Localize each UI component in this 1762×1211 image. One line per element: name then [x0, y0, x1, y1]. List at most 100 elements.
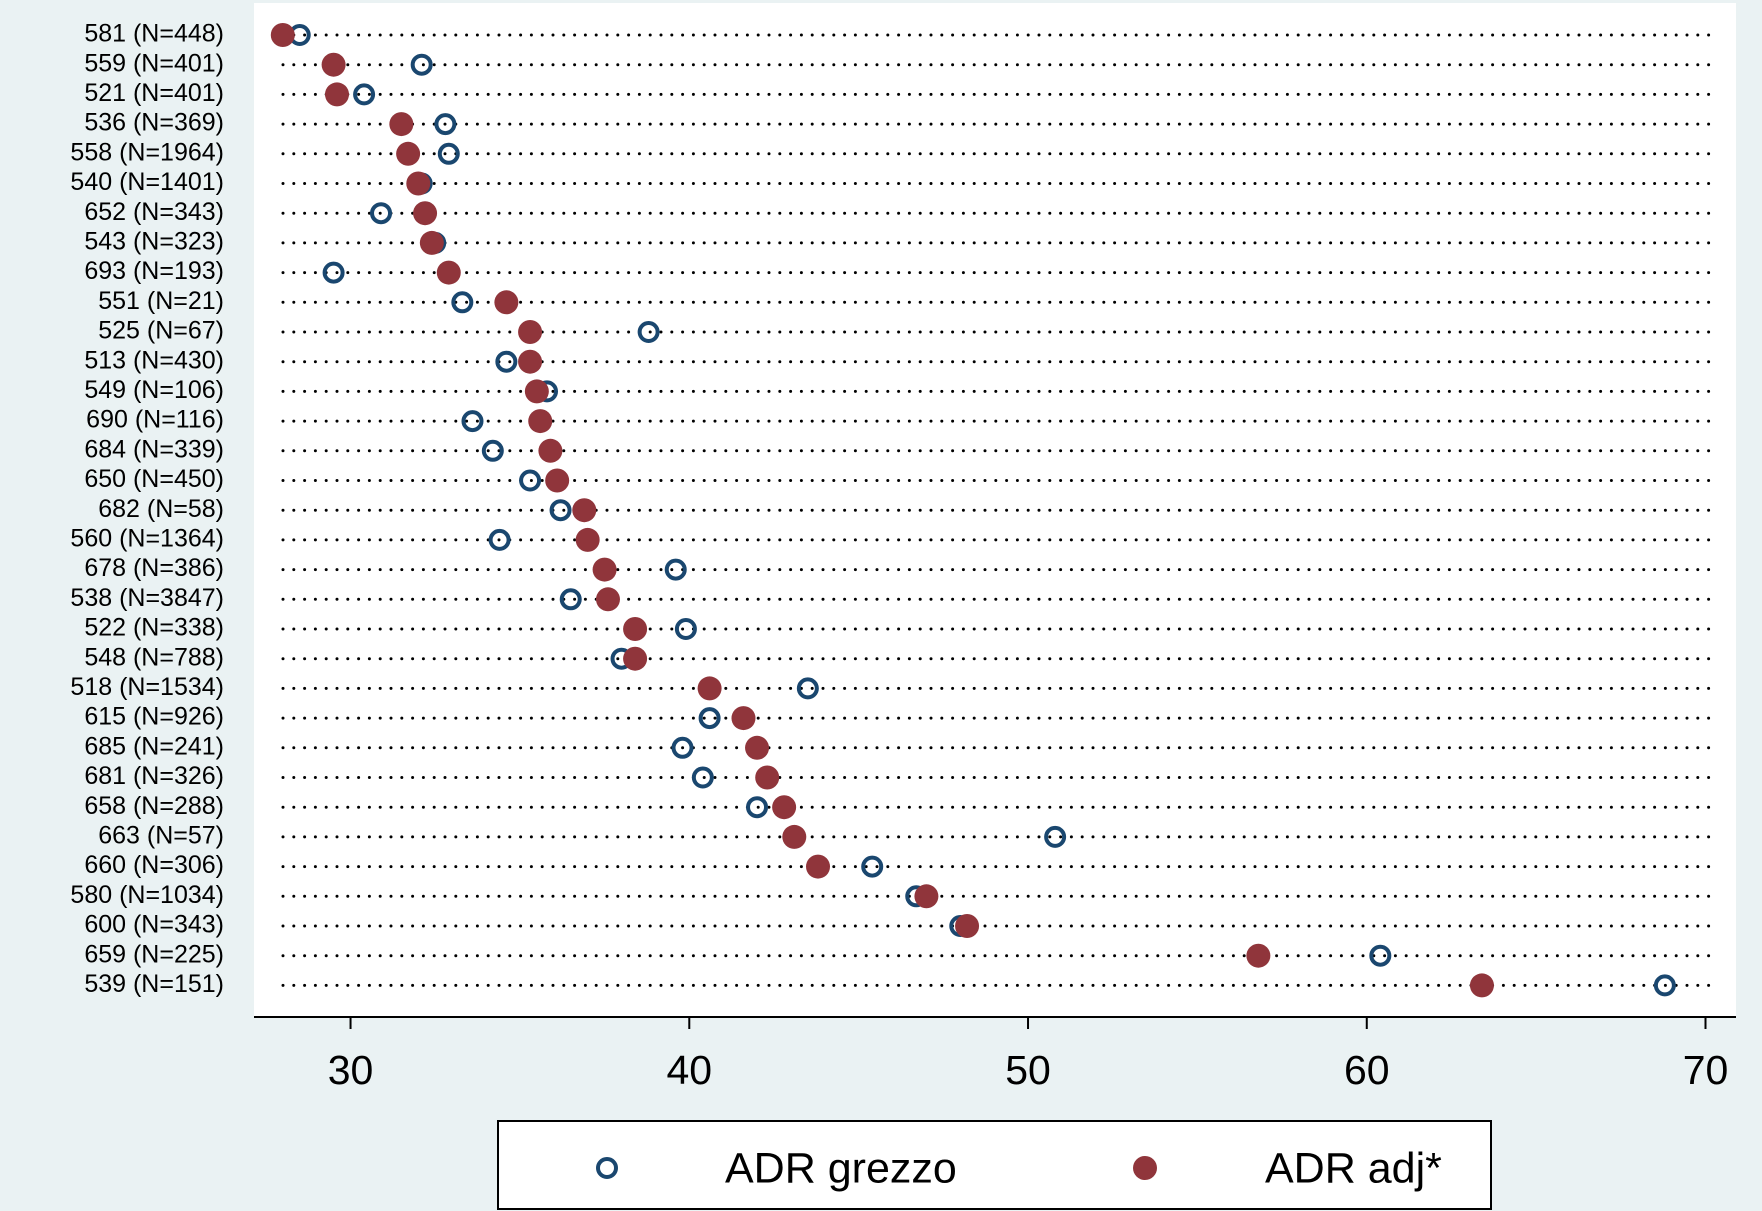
dot-filled — [595, 587, 620, 612]
dot-hollow — [437, 142, 460, 165]
dot-hollow — [559, 588, 582, 611]
dot-filled — [1469, 973, 1494, 998]
dot-filled — [623, 617, 648, 641]
dot-filled — [545, 468, 570, 493]
dot-filled — [575, 527, 600, 552]
y-tick-label: 543 (N=323) — [84, 228, 224, 256]
dot-hollow — [746, 796, 769, 819]
dot-hollow — [671, 736, 694, 759]
dot-hollow — [861, 855, 884, 878]
dot-filled — [436, 260, 461, 285]
dot-hollow — [549, 499, 572, 522]
x-tick-label: 40 — [666, 1047, 712, 1093]
y-tick-label: 650 (N=450) — [84, 465, 224, 493]
dot-hollow — [488, 528, 511, 551]
dot-filled — [518, 349, 543, 374]
y-tick-label: 659 (N=225) — [84, 940, 224, 968]
y-tick-label: 525 (N=67) — [98, 317, 224, 345]
x-tick-label: 50 — [1005, 1047, 1051, 1093]
dot-filled — [697, 676, 722, 701]
dot-filled — [524, 379, 549, 404]
y-tick-label: 521 (N=401) — [84, 79, 224, 107]
y-tick-label: 658 (N=288) — [84, 792, 224, 820]
dot-filled — [538, 438, 563, 463]
y-tick-label: 548 (N=788) — [84, 643, 224, 671]
dot-hollow — [691, 766, 714, 789]
dot-filled — [406, 171, 431, 196]
dot-filled — [806, 854, 831, 879]
y-tick-label: 539 (N=151) — [84, 970, 224, 998]
legend — [497, 1120, 1492, 1210]
dot-filled — [321, 52, 346, 77]
dot-hollow — [664, 558, 687, 581]
dot-filled — [396, 141, 421, 166]
y-tick-label: 560 (N=1364) — [70, 525, 224, 553]
dot-filled — [731, 706, 756, 731]
dot-hollow — [434, 113, 457, 136]
y-tick-label: 551 (N=21) — [98, 287, 224, 315]
y-tick-label: 558 (N=1964) — [70, 138, 224, 166]
dot-filled — [494, 290, 519, 315]
dot-filled — [419, 230, 444, 255]
dot-hollow — [637, 321, 660, 343]
x-tick-label: 60 — [1344, 1047, 1390, 1093]
dot-filled — [755, 765, 780, 790]
dot-filled — [528, 409, 553, 434]
dot-hollow — [495, 350, 518, 373]
dot-hollow — [370, 202, 393, 225]
dot-hollow — [1653, 974, 1676, 997]
y-tick-label: 685 (N=241) — [84, 732, 224, 760]
y-tick-label: 522 (N=338) — [84, 614, 224, 642]
y-tick-label: 678 (N=386) — [84, 554, 224, 582]
y-tick-label: 540 (N=1401) — [70, 168, 224, 196]
y-tick-label: 682 (N=58) — [98, 495, 224, 523]
dot-hollow — [410, 53, 433, 76]
dot-hollow — [481, 439, 504, 462]
dot-filled — [772, 795, 797, 820]
dot-filled — [782, 824, 807, 849]
y-tick-label: 559 (N=401) — [84, 49, 224, 77]
legend-marker — [596, 1157, 618, 1179]
dot-hollow — [698, 707, 721, 730]
y-tick-label: 581 (N=448) — [84, 20, 224, 48]
y-tick-label: 652 (N=343) — [84, 198, 224, 226]
dot-hollow — [674, 618, 697, 640]
dot-hollow — [461, 410, 484, 433]
dot-hollow — [322, 261, 345, 284]
dot-hollow — [451, 291, 474, 314]
y-tick-label: 549 (N=106) — [84, 376, 224, 404]
dot-filled — [623, 646, 648, 671]
y-tick-label: 693 (N=193) — [84, 257, 224, 285]
dot-filled — [324, 82, 349, 107]
dot-filled — [592, 557, 617, 582]
y-tick-label: 615 (N=926) — [84, 703, 224, 731]
y-tick-label: 538 (N=3847) — [70, 584, 224, 612]
y-tick-label: 580 (N=1034) — [70, 881, 224, 909]
dot-filled — [914, 884, 939, 909]
legend-label: ADR grezzo — [725, 1144, 957, 1192]
y-tick-label: 513 (N=430) — [84, 346, 224, 374]
dot-hollow — [353, 83, 376, 106]
dot-filled — [518, 320, 543, 344]
dot-hollow — [519, 469, 542, 492]
dot-filled — [1246, 943, 1271, 968]
dot-filled — [413, 201, 438, 226]
dot-hollow — [796, 677, 819, 700]
y-tick-label: 536 (N=369) — [84, 109, 224, 137]
dot-hollow — [1369, 944, 1392, 967]
y-tick-label: 660 (N=306) — [84, 851, 224, 879]
x-tick-label: 70 — [1683, 1047, 1729, 1093]
dot-hollow — [1044, 825, 1067, 848]
dot-filled — [270, 23, 295, 47]
dot-filled — [572, 498, 597, 523]
dot-filled — [955, 914, 980, 938]
y-tick-label: 690 (N=116) — [86, 406, 224, 434]
y-tick-label: 684 (N=339) — [84, 435, 224, 463]
dot-filled — [745, 735, 770, 760]
y-tick-label: 681 (N=326) — [84, 762, 224, 790]
dot-filled — [389, 112, 414, 137]
x-tick-label: 30 — [328, 1047, 374, 1093]
legend-marker — [1133, 1156, 1157, 1180]
y-tick-label: 600 (N=343) — [84, 911, 224, 939]
